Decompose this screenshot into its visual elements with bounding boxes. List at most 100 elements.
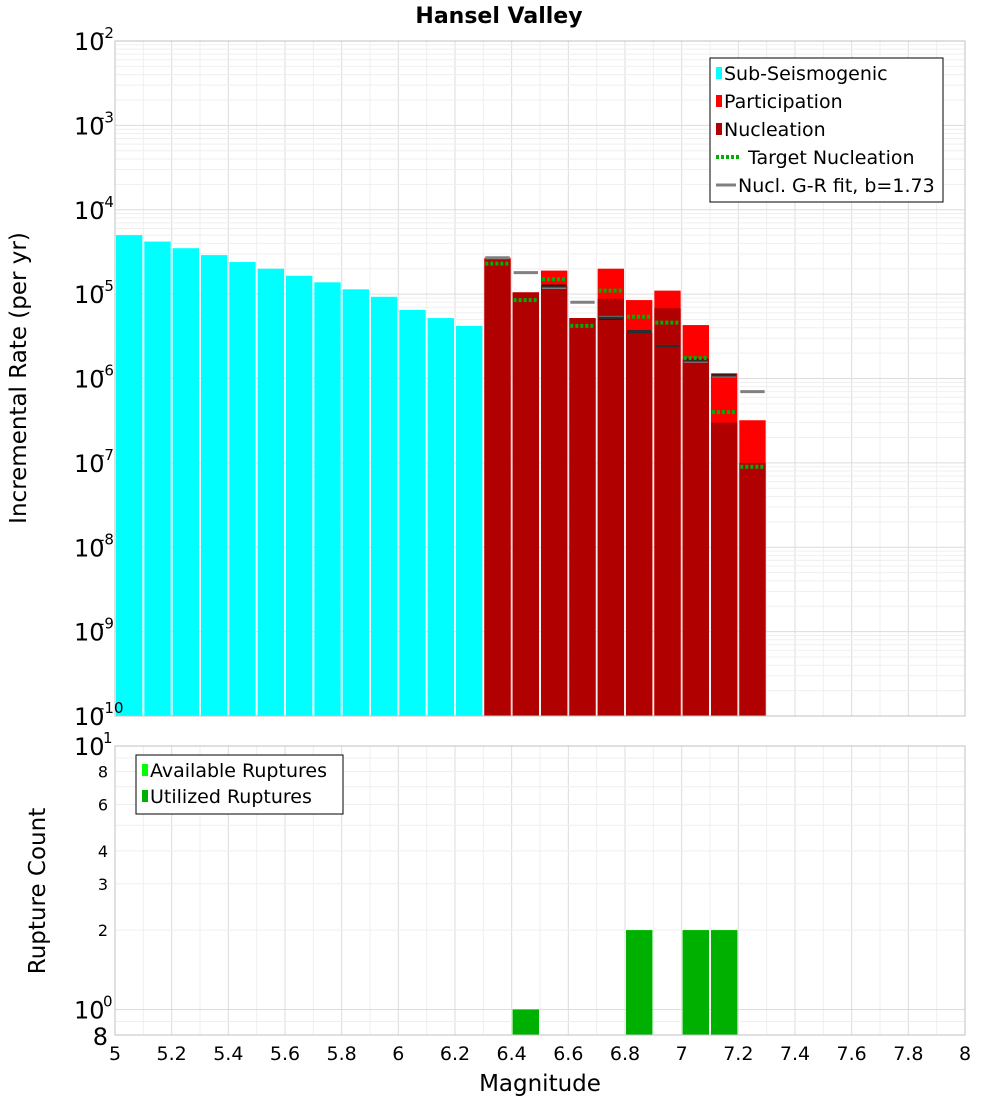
y-tick-exponent: -4 (99, 193, 114, 211)
bottom-y-major-tick-label: 100 (74, 992, 113, 1024)
top-y-tick-label: 10-8 (74, 530, 114, 562)
sub-seismogenic-bar (201, 255, 228, 716)
bottom-y-axis-label: Rupture Count (25, 808, 51, 974)
sub-seismogenic-bar (399, 309, 426, 716)
legend-label: Participation (724, 91, 843, 113)
nucleation-bar (654, 308, 681, 716)
y-tick-exponent: -10 (99, 699, 124, 717)
x-tick-label: 7 (676, 1043, 688, 1065)
y-tick-exponent: 1 (103, 729, 113, 747)
top-y-tick-label: 10-5 (74, 277, 114, 309)
y-tick-exponent: 0 (103, 992, 113, 1010)
legend-label: Sub-Seismogenic (724, 63, 888, 85)
top-y-tick-label: 10-10 (74, 699, 124, 731)
legend-swatch (142, 790, 148, 802)
top-y-tick-label: 10-6 (74, 362, 114, 394)
top-y-tick-label: 10-4 (74, 193, 114, 225)
bottom-legend-item: Utilized Ruptures (142, 786, 312, 808)
sub-seismogenic-bar (456, 325, 483, 716)
y-tick-base: 10 (74, 703, 105, 731)
top-y-axis-label: Incremental Rate (per yr) (6, 232, 32, 524)
utilized-ruptures-bar (711, 930, 738, 1035)
sub-seismogenic-bar (342, 289, 369, 716)
bottom-y-major-tick-label: 101 (74, 729, 113, 761)
legend-label: Utilized Ruptures (150, 786, 312, 808)
top-plot-frame (114, 40, 966, 717)
x-tick-label: 6.8 (610, 1043, 640, 1065)
legend-label: Nucl. G-R fit, b=1.73 (738, 175, 935, 197)
top-plot-marks (116, 235, 766, 717)
x-tick-label: 5.2 (157, 1043, 187, 1065)
x-tick-label: 5.6 (270, 1043, 300, 1065)
legend-swatch (142, 764, 148, 776)
bottom-y-minor-tick-label: 2 (98, 921, 108, 940)
y-tick-base: 10 (74, 534, 105, 562)
legend-label: Nucleation (724, 119, 826, 141)
top-legend-item: Sub-Seismogenic (716, 63, 888, 85)
sub-seismogenic-bar (427, 318, 454, 716)
sub-seismogenic-bar (371, 296, 398, 716)
bottom-plot-frame (114, 745, 966, 1036)
bottom-plot-marks (512, 930, 738, 1035)
sub-seismogenic-bar (257, 268, 284, 716)
x-tick-label: 7.8 (893, 1043, 923, 1065)
y-tick-exponent: -9 (99, 615, 114, 633)
x-axis-label: Magnitude (479, 1071, 601, 1097)
x-tick-label: 6 (392, 1043, 404, 1065)
top-legend-item: Target Nucleation (716, 147, 915, 169)
x-tick-label: 6.4 (497, 1043, 527, 1065)
nucleation-bar (711, 422, 738, 716)
top-legend-box (709, 57, 944, 203)
nucleation-bar (541, 285, 568, 716)
sub-seismogenic-bar (286, 275, 313, 716)
sub-seismogenic-bar (144, 241, 171, 717)
legend-swatch (716, 67, 722, 79)
x-tick-label: 5.4 (213, 1043, 243, 1065)
nucleation-bar (682, 359, 709, 716)
top-legend-item: Nucl. G-R fit, b=1.73 (716, 175, 935, 197)
bottom-y-minor-tick-label: 6 (98, 795, 108, 814)
x-tick-label: 5 (109, 1043, 121, 1065)
y-tick-exponent: -6 (99, 362, 114, 380)
y-tick-base: 10 (74, 112, 105, 140)
bottom-y-minor-tick-label: 3 (98, 875, 108, 894)
nucleation-bar (626, 332, 653, 716)
y-tick-base: 10 (74, 28, 105, 56)
utilized-ruptures-bar (512, 1009, 539, 1035)
top-y-tick-label: 10-7 (74, 446, 114, 478)
bottom-legend-box (135, 754, 344, 815)
nucleation-bar (597, 298, 624, 716)
y-tick-exponent: -7 (99, 446, 114, 464)
sub-seismogenic-bar (229, 262, 256, 716)
y-tick-base: 10 (74, 197, 105, 225)
x-tick-label: 6.2 (440, 1043, 470, 1065)
sub-seismogenic-bar (172, 248, 199, 717)
bottom-y-minor-tick-label: 8 (98, 763, 108, 782)
chart-title: Hansel Valley (415, 4, 582, 29)
top-legend: Sub-Seismogenic Participation Nucleation Ta… (709, 57, 944, 203)
top-legend-item: Participation (716, 91, 843, 113)
legend-swatch (716, 95, 722, 107)
sub-seismogenic-bar (314, 282, 341, 716)
y-tick-base: 10 (74, 619, 105, 647)
utilized-ruptures-bar (626, 930, 653, 1035)
y-tick-exponent: -3 (99, 108, 114, 126)
bottom-legend: Available Ruptures Utilized Ruptures (135, 754, 344, 815)
top-legend-item: Nucleation (716, 119, 826, 141)
y-tick-exponent: -2 (99, 24, 114, 42)
y-tick-base: 10 (74, 733, 105, 761)
legend-swatch (716, 123, 722, 135)
nucleation-bar (512, 292, 539, 716)
y-tick-base: 10 (74, 281, 105, 309)
x-tick-label: 7.2 (723, 1043, 753, 1065)
top-y-tick-label: 10-2 (74, 24, 114, 56)
bottom-y-minor-tick-label: 8 (93, 1023, 108, 1051)
bottom-legend-item: Available Ruptures (142, 760, 327, 782)
y-tick-exponent: -8 (99, 530, 114, 548)
y-tick-exponent: -5 (99, 277, 114, 295)
nucleation-bar (484, 259, 511, 716)
top-y-tick-label: 10-9 (74, 615, 114, 647)
y-tick-base: 10 (74, 366, 105, 394)
